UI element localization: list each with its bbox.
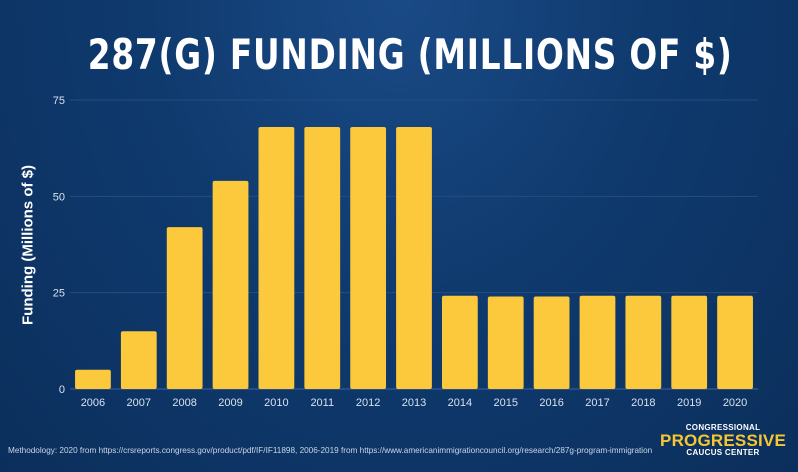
chart-title: 287(G) FUNDING (MILLIONS OF $) xyxy=(87,30,733,79)
bar-2018 xyxy=(625,295,662,389)
bar-2012 xyxy=(350,126,387,390)
x-tick-label-2010: 2010 xyxy=(264,397,288,409)
bar-2014 xyxy=(441,295,478,389)
x-tick-label-2016: 2016 xyxy=(539,397,563,409)
x-tick-label-2008: 2008 xyxy=(172,397,196,409)
x-tick-label-2014: 2014 xyxy=(448,397,472,409)
logo-line-3: CAUCUS CENTER xyxy=(686,448,760,457)
x-tick-label-2011: 2011 xyxy=(310,397,334,409)
x-tick-label-2007: 2007 xyxy=(127,397,151,409)
x-tick-label-2020: 2020 xyxy=(723,397,747,409)
bar-2006 xyxy=(75,369,111,389)
bar-2007 xyxy=(120,331,157,389)
x-tick-label-2015: 2015 xyxy=(493,397,517,409)
bar-2015 xyxy=(487,296,524,389)
x-tick-label-2006: 2006 xyxy=(81,397,105,409)
y-tick-label: 0 xyxy=(59,384,65,396)
x-tick-label-2017: 2017 xyxy=(585,397,609,409)
bar-2008 xyxy=(166,227,203,389)
bar-2016 xyxy=(533,296,570,389)
x-tick-label-2012: 2012 xyxy=(356,397,380,409)
bar-2010 xyxy=(258,126,295,390)
x-tick-label-2019: 2019 xyxy=(677,397,701,409)
x-tick-label-2009: 2009 xyxy=(218,397,242,409)
y-tick-label: 75 xyxy=(53,95,65,107)
bar-2009 xyxy=(212,180,249,389)
logo-line-1: CONGRESSIONAL xyxy=(685,423,761,432)
x-tick-label-2013: 2013 xyxy=(402,397,426,409)
bar-2019 xyxy=(671,295,708,389)
bar-2013 xyxy=(396,126,432,390)
bar-2011 xyxy=(304,126,341,390)
bar-2020 xyxy=(717,295,753,389)
y-tick-label: 50 xyxy=(53,191,65,203)
methodology-footnote: Methodology: 2020 from https://crsreport… xyxy=(8,446,653,455)
y-tick-label: 25 xyxy=(53,288,65,300)
logo-line-2: PROGRESSIVE xyxy=(660,431,786,450)
bar-2017 xyxy=(579,295,616,389)
cpc-center-logo: CONGRESSIONAL PROGRESSIVE CAUCUS CENTER xyxy=(660,424,786,457)
x-tick-label-2018: 2018 xyxy=(631,397,655,409)
